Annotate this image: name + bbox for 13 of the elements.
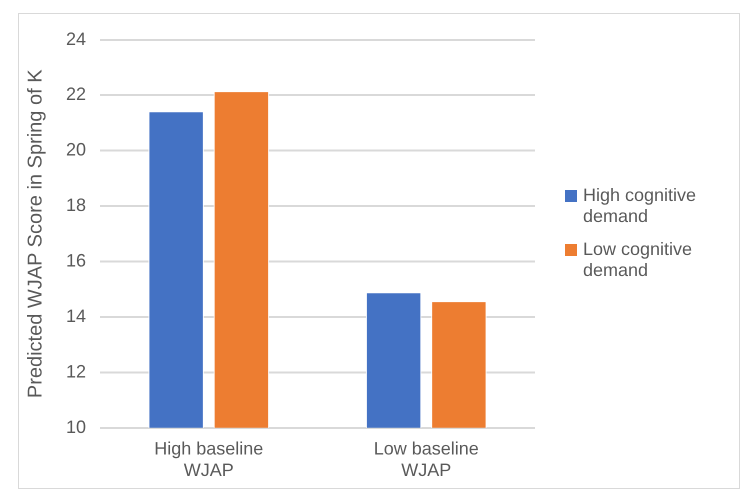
y-tick-label: 12 [66, 361, 86, 382]
y-tick-label: 10 [66, 416, 86, 437]
y-axis-title: Predicted WJAP Score in Spring of K [24, 68, 47, 398]
y-tick-label: 24 [66, 28, 86, 49]
y-tick-label: 18 [66, 195, 86, 216]
x-tick-label: Low baseline WJAP [374, 438, 479, 480]
legend-label: Low cognitive demand [583, 239, 694, 281]
y-tick-label: 22 [66, 84, 86, 104]
y-tick-label: 20 [66, 140, 86, 160]
y-tick-label: 16 [66, 250, 86, 270]
legend-label: High cognitive demand [583, 185, 698, 227]
y-tick-label: 14 [66, 306, 86, 326]
x-tick-label: High baseline WJAP [154, 438, 264, 480]
